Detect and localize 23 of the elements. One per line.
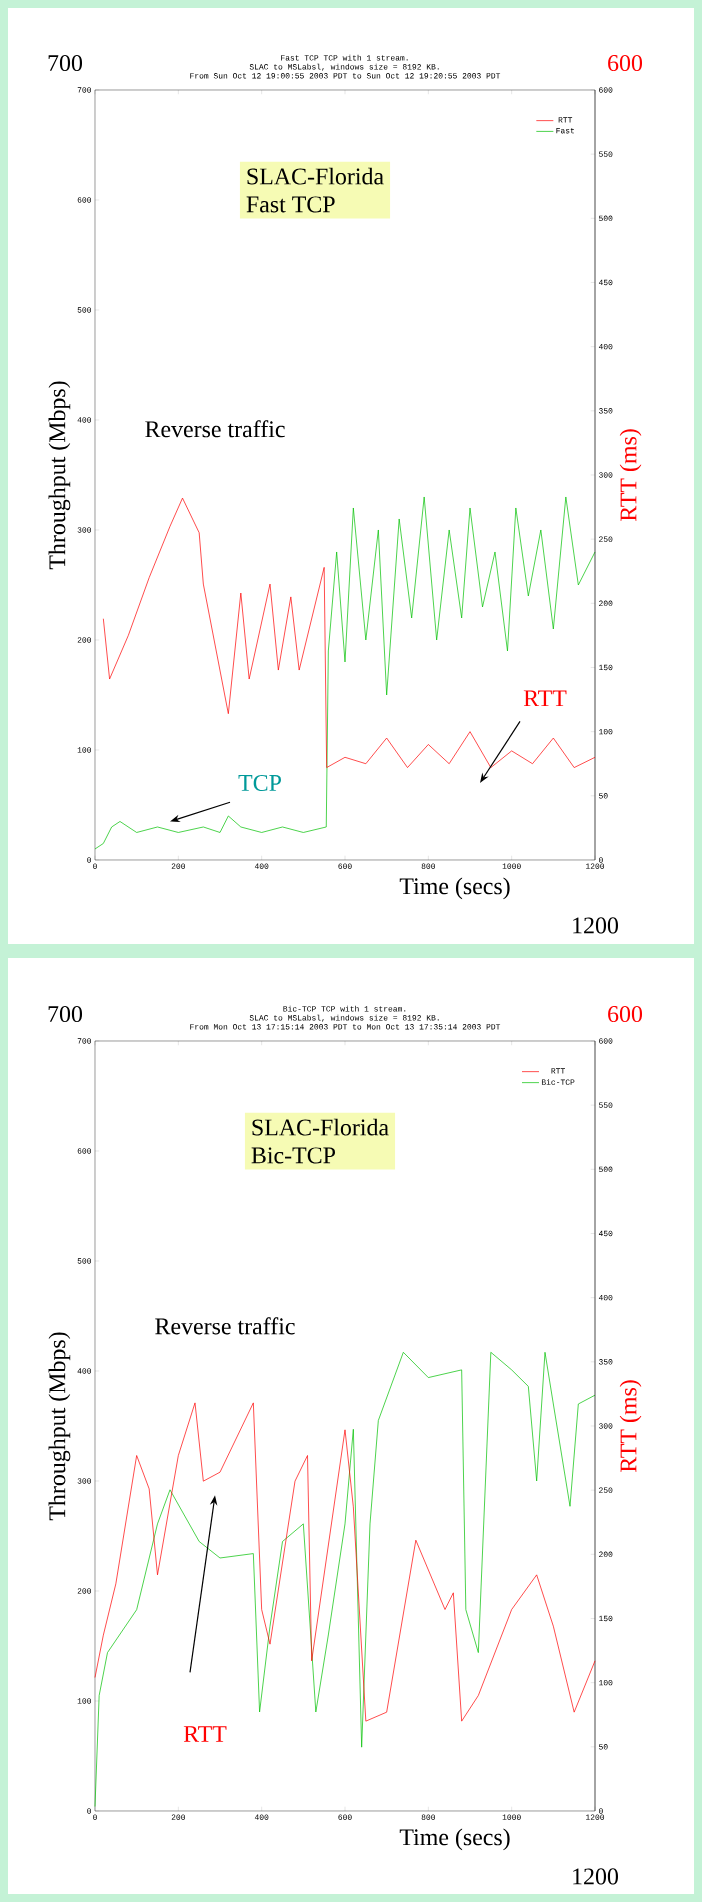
annotation: SLAC-Florida	[247, 167, 384, 185]
line-series	[102, 497, 596, 768]
x-axis-title: Time (secs)	[399, 877, 510, 900]
y2-axis-title: RTT (ms)	[619, 1380, 642, 1473]
annotation: RTT	[523, 690, 567, 707]
annotation: SLAC-Florida	[252, 1118, 389, 1136]
text: 600	[608, 1005, 643, 1023]
annotation: TCP	[238, 774, 281, 792]
x-axis-title: Time (secs)	[399, 1828, 510, 1851]
annotation: Reverse traffic	[145, 420, 285, 438]
y-axis-title: Throughput (Mbps)	[48, 381, 71, 570]
annotation: Fast TCP	[246, 196, 335, 213]
line-series	[94, 496, 596, 850]
annotation: Bic-TCP	[251, 1147, 335, 1164]
annotation: Reverse traffic	[155, 1317, 295, 1335]
line-series	[94, 1402, 596, 1722]
line-series	[94, 1351, 596, 1807]
y-axis-title: Throughput (Mbps)	[48, 1332, 71, 1521]
text: 1200	[573, 917, 618, 934]
y2-axis-title: RTT (ms)	[619, 429, 642, 522]
text: 600	[608, 54, 643, 72]
text: 1200	[573, 1868, 618, 1885]
annotation: RTT	[183, 1726, 227, 1742]
